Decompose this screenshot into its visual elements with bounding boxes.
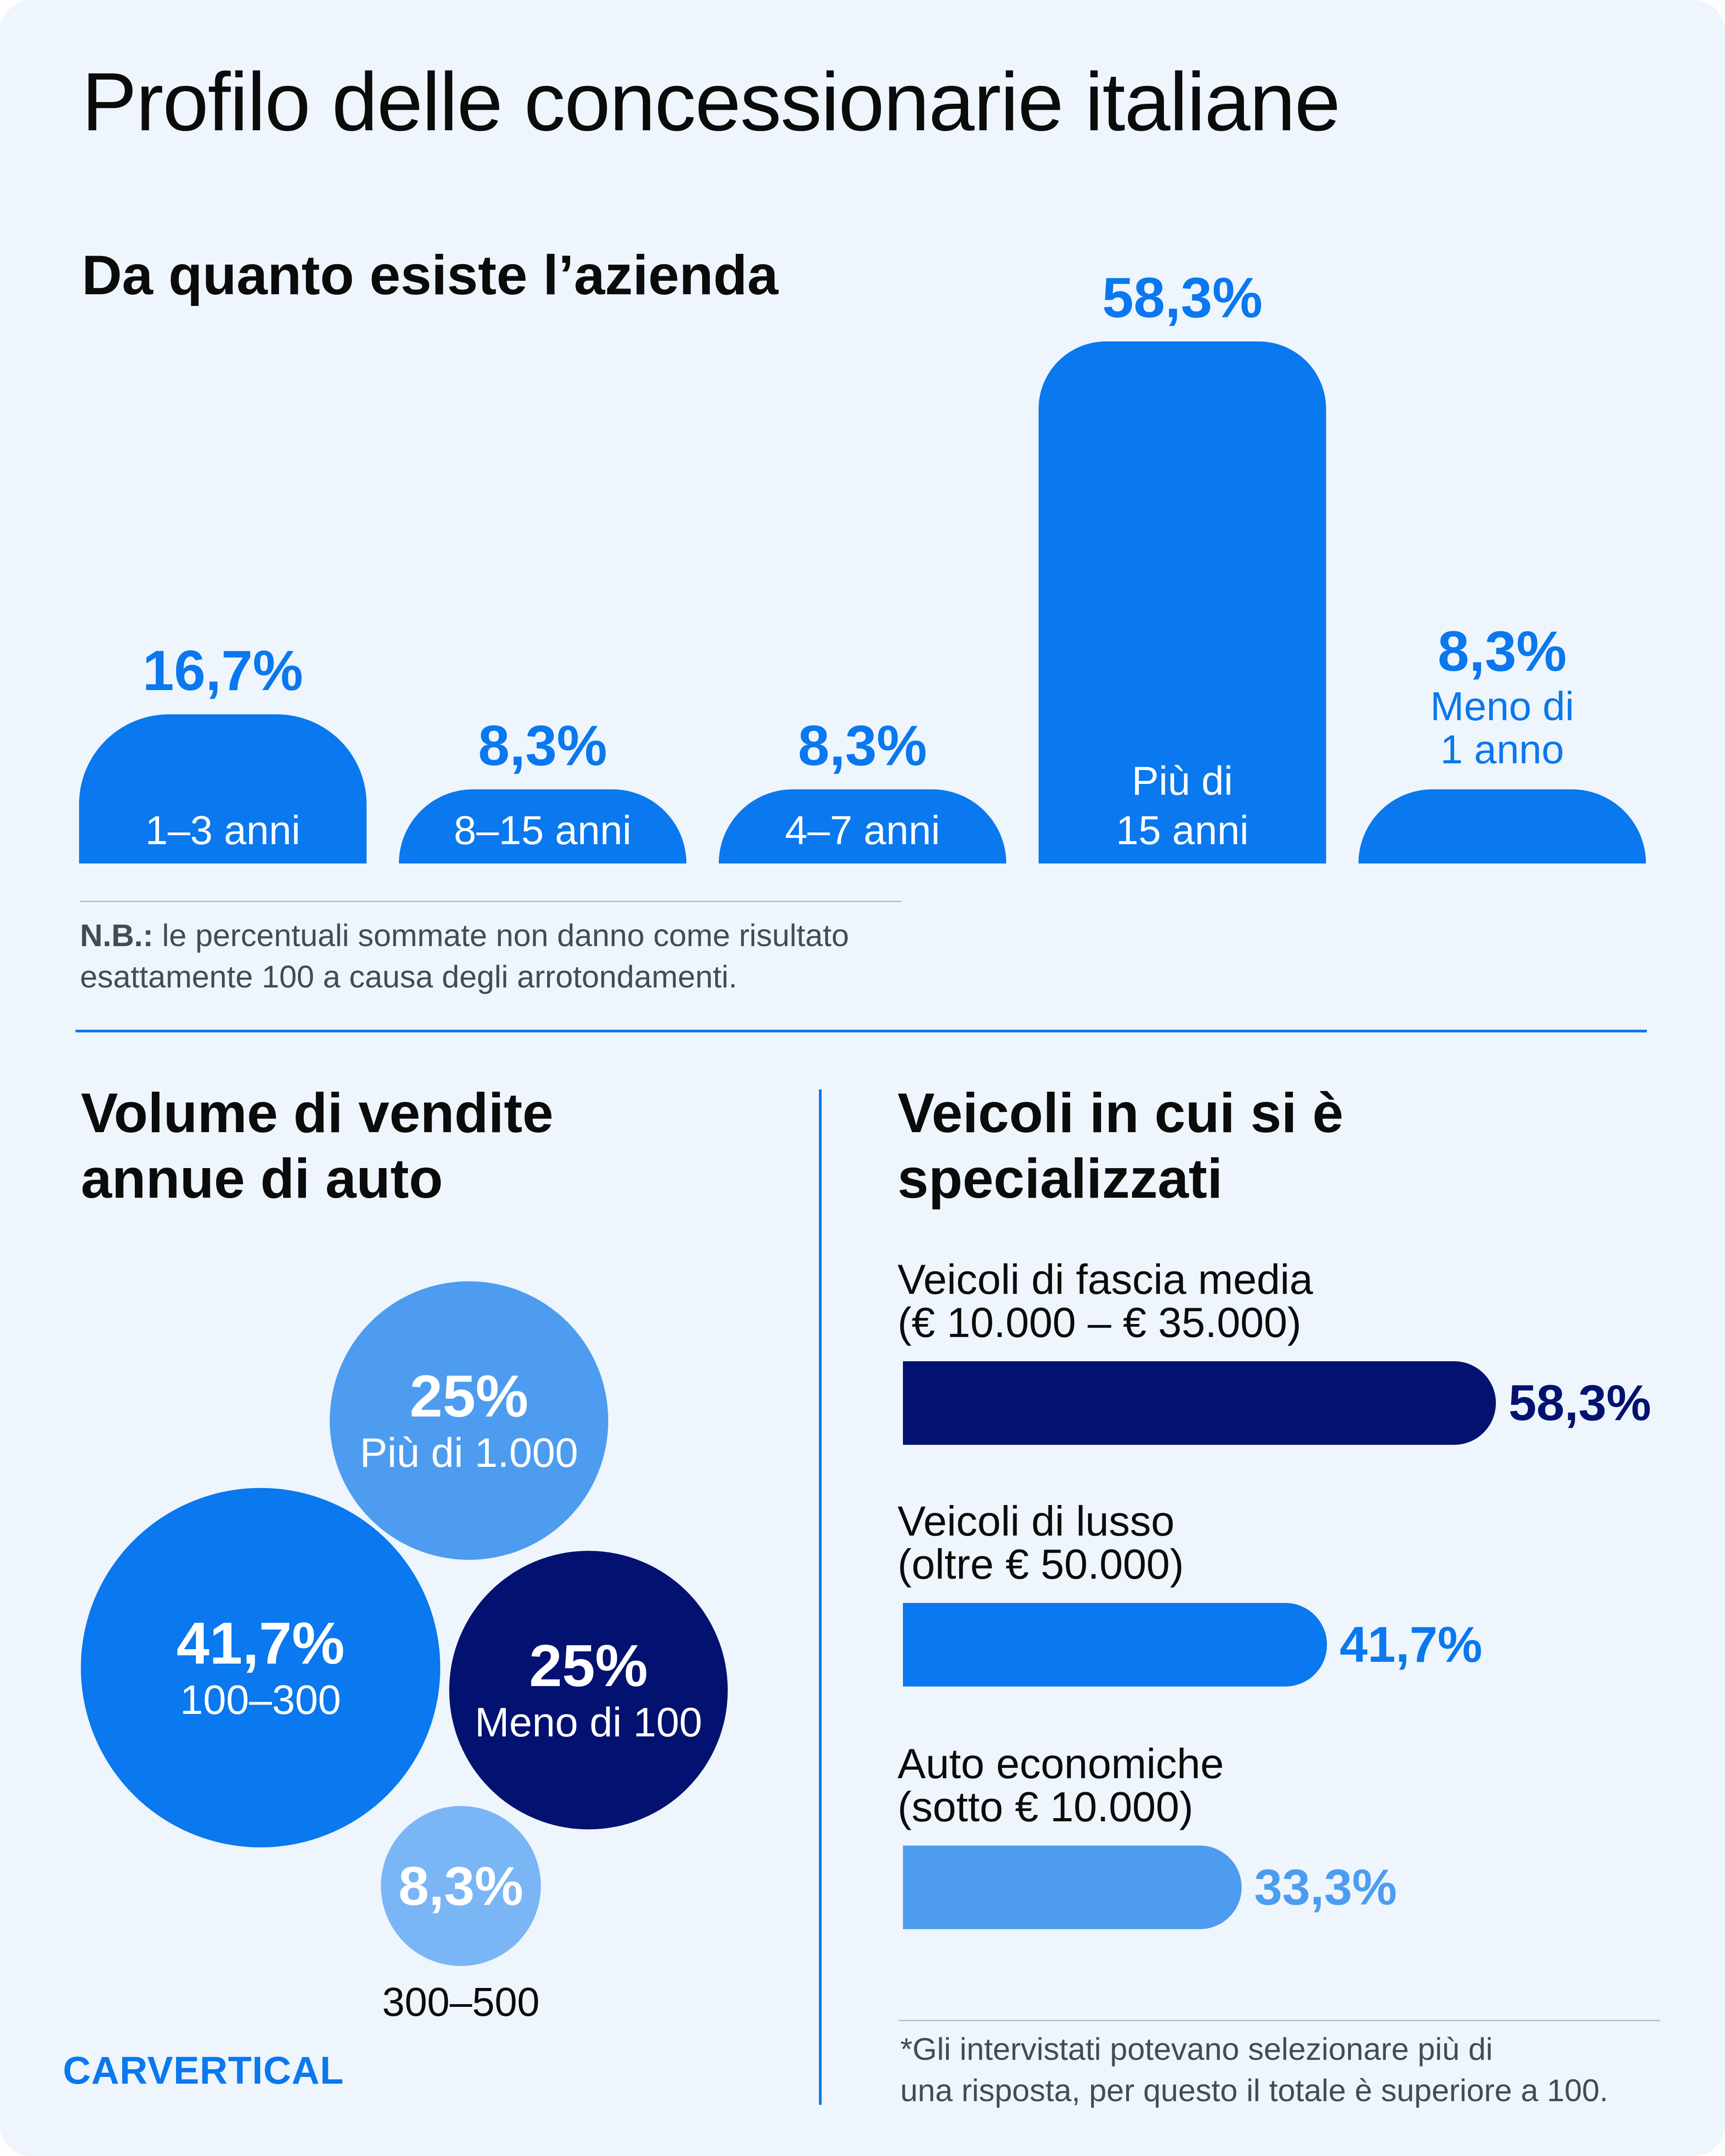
age-bar-label: 4–7 anni [719, 806, 1006, 855]
footnote-line-1: *Gli intervistati potevano selezionare p… [900, 2032, 1493, 2067]
vehicle-category-label: Veicoli di lusso [898, 1497, 1175, 1545]
footnote-rule [898, 2020, 1660, 2021]
age-bar-label-line: 15 anni [1116, 808, 1249, 853]
footnote-line-2: una risposta, per questo il totale è sup… [900, 2073, 1608, 2108]
volume-heading-line-1: Volume di vendite [81, 1082, 553, 1144]
vehicle-bar [903, 1361, 1496, 1445]
vehicle-category-range: (oltre € 50.000) [898, 1541, 1184, 1588]
vehicle-category-label: Veicoli di fascia media [898, 1256, 1313, 1303]
volume-bubble-label: Più di 1.000 [360, 1430, 578, 1476]
age-bar-label-line: Più di [1132, 759, 1233, 804]
age-bar-label-line: 4–7 anni [785, 808, 940, 853]
volume-bubble-value: 25% [409, 1363, 529, 1430]
age-value-label: 58,3% [1102, 266, 1263, 329]
section-heading-age: Da quanto esiste l’azienda [82, 244, 778, 306]
rounding-note: N.B.: le percentuali sommate non danno c… [80, 915, 849, 997]
section-heading-vehicles: Veicoli in cui si è specializzati [898, 1080, 1343, 1212]
age-bar-label: 1–3 anni [79, 806, 367, 855]
carvertical-logo: CARVERTICAL [63, 2049, 344, 2092]
vehicle-category-range: (sotto € 10.000) [898, 1783, 1194, 1830]
vehicles-heading-line-2: specializzati [898, 1148, 1223, 1210]
age-bar-label-line: Meno di [1430, 684, 1575, 729]
age-value-label: 8,3% [478, 714, 607, 777]
age-value-label: 8,3% [1438, 620, 1567, 683]
volume-bubble: 25% Meno di 100 [449, 1551, 728, 1829]
volume-heading-line-2: annue di auto [81, 1148, 443, 1210]
age-bar-label-line: 8–15 anni [454, 808, 632, 853]
volume-bubble-value: 8,3% [398, 1855, 524, 1917]
volume-bubble: 8,3% [380, 1806, 541, 1966]
age-bar-label-line: 1–3 anni [145, 808, 301, 853]
footnote: *Gli intervistati potevano selezionare p… [900, 2028, 1608, 2111]
age-bar-label: Più di 15 anni [1039, 757, 1326, 855]
volume-bubble-chart: 25% Più di 1.000 41,7% 100–300 25% Meno di 10… [0, 0, 809, 2156]
volume-bubble-label: 100–300 [180, 1677, 341, 1723]
volume-bubble-value: 25% [529, 1633, 648, 1699]
note-bold: N.B.: [80, 918, 154, 953]
age-bar [79, 714, 367, 863]
vehicle-category-label: Auto economiche [898, 1740, 1224, 1787]
age-value-label: 8,3% [798, 714, 927, 777]
age-bar [1039, 341, 1326, 863]
age-bar-chart: 1–3 anni 16,7% 8–15 anni 8,3% 4–7 anni 8,3% Pi… [0, 0, 1725, 867]
section-heading-volume: Volume di vendite annue di auto [81, 1080, 553, 1212]
volume-bubble-label: 300–500 [382, 1980, 540, 2025]
volume-bubble-value: 41,7% [176, 1610, 345, 1677]
age-bar [719, 789, 1006, 863]
age-value-label: 16,7% [142, 638, 303, 702]
vehicles-heading-line-1: Veicoli in cui si è [898, 1082, 1344, 1144]
note-line-1: le percentuali sommate non danno come ri… [153, 918, 849, 953]
vehicle-value-label: 58,3% [1508, 1375, 1651, 1431]
vehicle-bar [903, 1846, 1242, 1929]
vehicles-bar-chart: Veicoli di fascia media (€ 10.000 – € 35.… [898, 1256, 1651, 1929]
vehicle-value-label: 33,3% [1254, 1859, 1397, 1915]
section-divider-horizontal [75, 1030, 1647, 1032]
age-bar-label: 8–15 anni [399, 806, 686, 855]
vehicle-value-label: 41,7% [1340, 1616, 1482, 1673]
age-bar-label-line: 1 anno [1440, 727, 1564, 772]
volume-bubble-label: Meno di 100 [474, 1699, 703, 1745]
vehicle-category-range: (€ 10.000 – € 35.000) [898, 1299, 1301, 1346]
age-bar [1358, 789, 1646, 863]
section-divider-vertical [819, 1089, 822, 2105]
note-rule [80, 901, 901, 902]
page-title: Profilo delle concessionarie italiane [82, 55, 1340, 148]
note-line-2: esattamente 100 a causa degli arrotondam… [80, 959, 738, 994]
volume-bubble: 25% Più di 1.000 [330, 1281, 608, 1560]
vehicle-bar [903, 1603, 1327, 1687]
volume-bubble: 41,7% 100–300 [81, 1488, 440, 1847]
age-bar-label-outside: Meno di 1 anno [1358, 685, 1646, 771]
age-bar [399, 789, 686, 863]
